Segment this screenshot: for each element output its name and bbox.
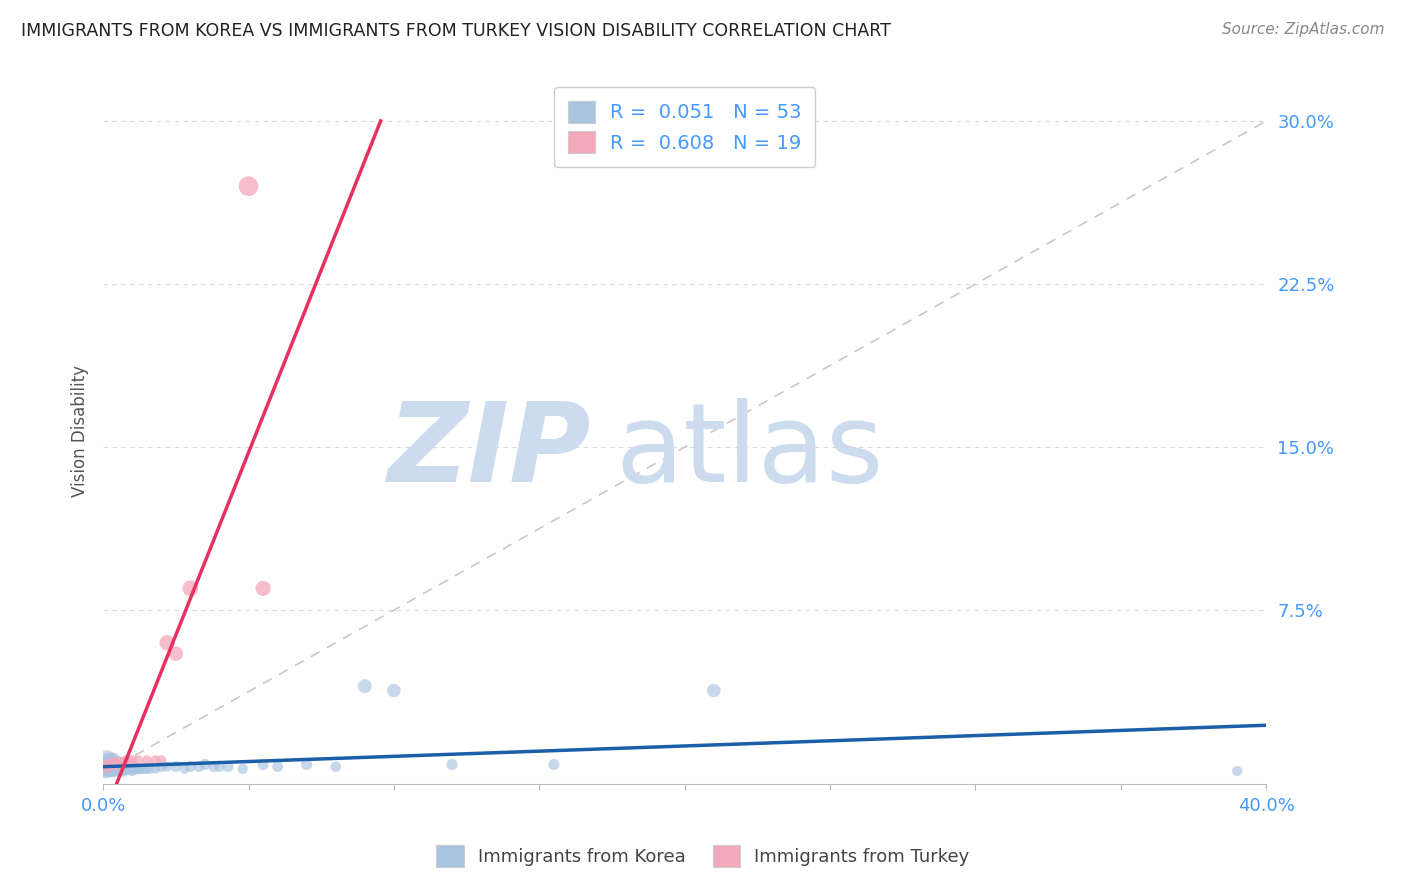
Point	[179, 759, 201, 773]
Point	[127, 753, 149, 767]
Point	[121, 759, 143, 773]
Point	[232, 762, 254, 776]
Point	[382, 683, 405, 698]
Point	[94, 759, 117, 773]
Point	[107, 757, 129, 772]
Point	[101, 764, 124, 778]
Point	[135, 753, 157, 767]
Point	[121, 753, 143, 767]
Point	[94, 759, 117, 773]
Point	[104, 764, 127, 778]
Point	[127, 762, 149, 776]
Point	[112, 764, 135, 778]
Point	[252, 582, 274, 596]
Point	[179, 582, 201, 596]
Point	[112, 756, 135, 770]
Point	[441, 757, 464, 772]
Point	[115, 762, 138, 776]
Point	[97, 762, 120, 776]
Point	[107, 759, 129, 773]
Point	[208, 759, 231, 773]
Point	[110, 756, 132, 770]
Y-axis label: Vision Disability: Vision Disability	[72, 365, 89, 497]
Point	[107, 764, 129, 778]
Point	[156, 759, 179, 773]
Point	[129, 762, 152, 776]
Point	[110, 764, 132, 778]
Point	[115, 753, 138, 767]
Point	[145, 753, 167, 767]
Legend: R =  0.051   N = 53, R =  0.608   N = 19: R = 0.051 N = 53, R = 0.608 N = 19	[554, 87, 815, 167]
Point	[101, 762, 124, 776]
Point	[145, 762, 167, 776]
Point	[295, 757, 318, 772]
Point	[94, 756, 117, 770]
Point	[188, 759, 211, 773]
Point	[703, 683, 725, 698]
Text: ZIP: ZIP	[388, 399, 592, 506]
Point	[110, 759, 132, 773]
Text: Source: ZipAtlas.com: Source: ZipAtlas.com	[1222, 22, 1385, 37]
Point	[104, 759, 127, 773]
Point	[150, 753, 173, 767]
Point	[217, 759, 239, 773]
Point	[97, 757, 120, 772]
Point	[121, 764, 143, 778]
Point	[543, 757, 565, 772]
Point	[353, 679, 375, 693]
Point	[107, 762, 129, 776]
Point	[112, 759, 135, 773]
Point	[101, 759, 124, 773]
Point	[156, 636, 179, 650]
Text: IMMIGRANTS FROM KOREA VS IMMIGRANTS FROM TURKEY VISION DISABILITY CORRELATION CH: IMMIGRANTS FROM KOREA VS IMMIGRANTS FROM…	[21, 22, 891, 40]
Point	[104, 757, 127, 772]
Point	[135, 762, 157, 776]
Point	[165, 759, 187, 773]
Point	[252, 757, 274, 772]
Point	[97, 759, 120, 773]
Point	[1226, 764, 1249, 778]
Point	[173, 762, 195, 776]
Point	[266, 759, 288, 773]
Point	[118, 756, 141, 770]
Point	[118, 762, 141, 776]
Point	[194, 757, 217, 772]
Point	[97, 757, 120, 772]
Point	[107, 757, 129, 772]
Point	[104, 756, 127, 770]
Point	[165, 647, 187, 661]
Point	[325, 759, 347, 773]
Point	[94, 762, 117, 776]
Legend: Immigrants from Korea, Immigrants from Turkey: Immigrants from Korea, Immigrants from T…	[429, 838, 977, 874]
Point	[101, 757, 124, 772]
Point	[138, 762, 160, 776]
Point	[238, 179, 260, 194]
Text: atlas: atlas	[614, 399, 883, 506]
Point	[101, 756, 124, 770]
Point	[150, 759, 173, 773]
Point	[124, 762, 146, 776]
Point	[202, 759, 225, 773]
Point	[132, 762, 155, 776]
